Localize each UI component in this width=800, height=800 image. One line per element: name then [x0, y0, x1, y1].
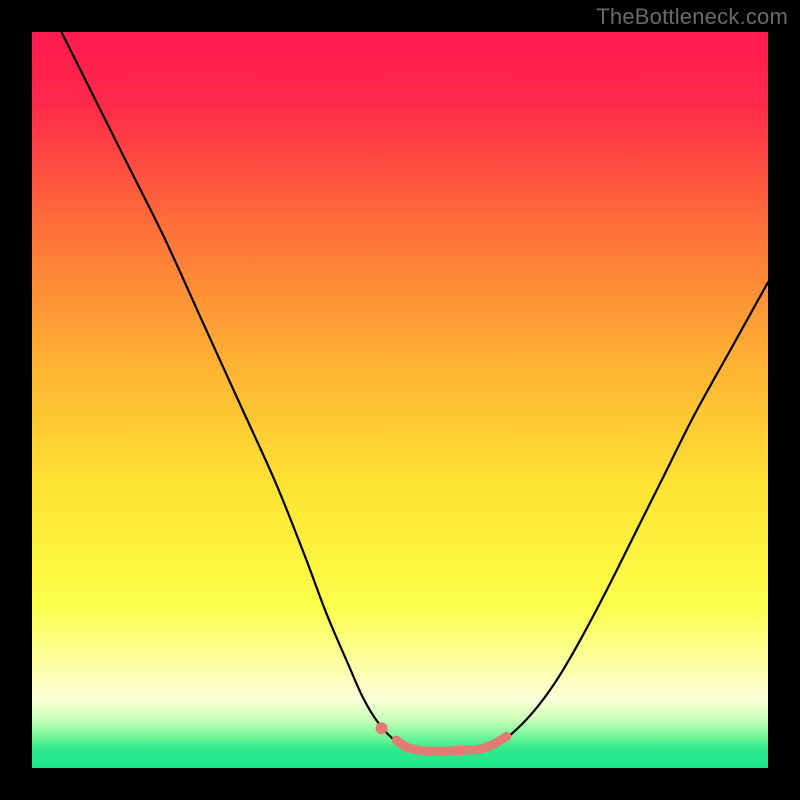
bottleneck-chart [32, 32, 768, 768]
overlay-start-dot [376, 722, 388, 734]
watermark-text: TheBottleneck.com [596, 4, 788, 30]
gradient-background [32, 32, 768, 768]
figure-root: TheBottleneck.com [0, 0, 800, 800]
plot-area [32, 32, 768, 768]
